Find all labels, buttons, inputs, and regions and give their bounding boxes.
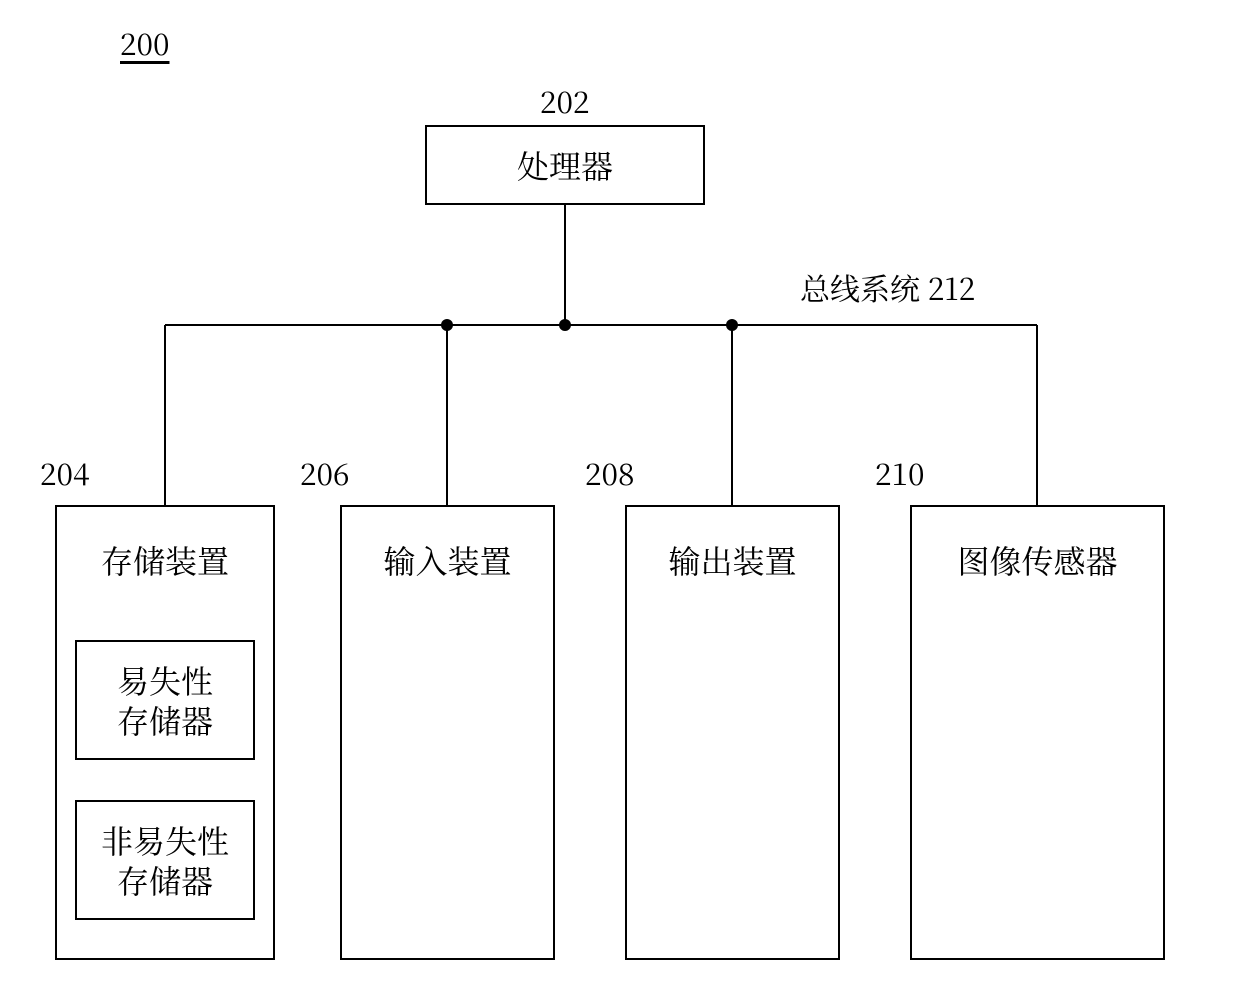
processor-ref: 202 (540, 78, 590, 122)
input-label: 输入装置 (383, 537, 511, 583)
diagram-canvas: 200 202 处理器 总线系统 212 204 存储装置 易失性 存储器 非易… (0, 0, 1240, 986)
processor-label: 处理器 (517, 142, 613, 188)
output-ref: 208 (585, 450, 635, 494)
figure-ref-200: 200 (120, 20, 170, 64)
bus-system-label: 总线系统 212 (800, 265, 975, 309)
storage-ref: 204 (40, 450, 90, 494)
output-label: 输出装置 (668, 537, 796, 583)
nonvolatile-memory-label: 非易失性 存储器 (101, 820, 229, 900)
processor-box: 处理器 (425, 125, 705, 205)
image-sensor-ref: 210 (875, 450, 925, 494)
image-sensor-box: 图像传感器 (910, 505, 1165, 960)
volatile-memory-box: 易失性 存储器 (75, 640, 255, 760)
storage-label: 存储装置 (101, 537, 229, 583)
nonvolatile-memory-box: 非易失性 存储器 (75, 800, 255, 920)
image-sensor-label: 图像传感器 (957, 537, 1117, 583)
volatile-memory-label: 易失性 存储器 (117, 660, 213, 740)
input-box: 输入装置 (340, 505, 555, 960)
input-ref: 206 (300, 450, 350, 494)
output-box: 输出装置 (625, 505, 840, 960)
